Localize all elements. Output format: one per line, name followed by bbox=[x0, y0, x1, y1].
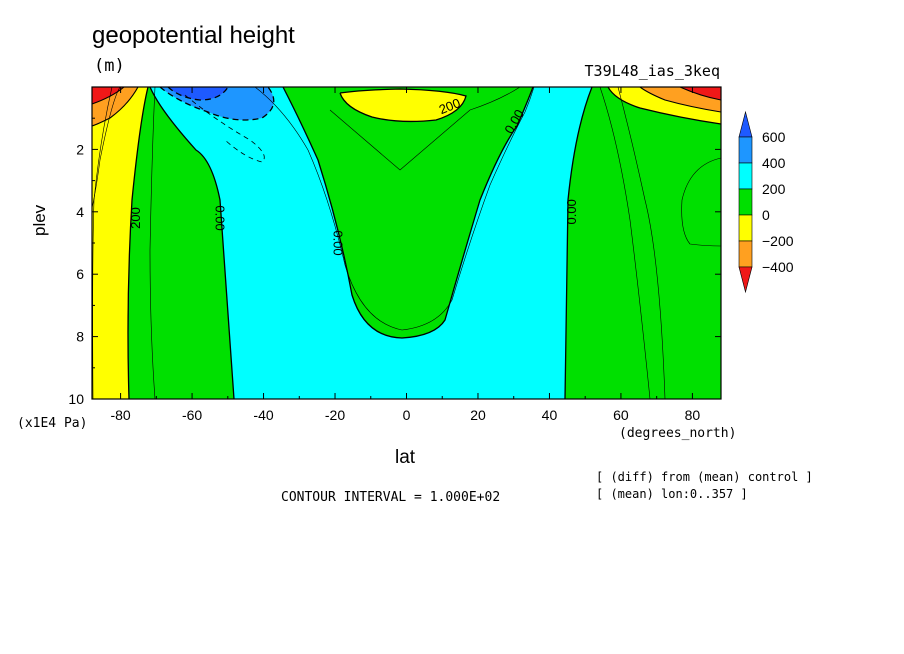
fill-600-south bbox=[92, 87, 124, 104]
colorbar-label: 200 bbox=[762, 181, 786, 197]
colorbar-arrow-top bbox=[738, 110, 753, 138]
contour-thin-n2 bbox=[599, 87, 651, 399]
x-tick-label: -60 bbox=[182, 407, 202, 423]
contour-interval-note: CONTOUR INTERVAL = 1.000E+02 bbox=[281, 490, 501, 505]
contour-label-text: 0.00 bbox=[564, 199, 579, 224]
run-label: T39L48_ias_3keq bbox=[584, 62, 720, 80]
contour-neg-400 bbox=[167, 87, 229, 101]
contour-400-north bbox=[639, 87, 721, 113]
x-axis-units: (degrees_north) bbox=[619, 426, 737, 441]
fill-600-north bbox=[680, 87, 721, 100]
y-axis-units: (x1E4 Pa) bbox=[17, 416, 88, 431]
x-axis: -80 -60 -40 -20 0 20 40 60 80 bbox=[110, 87, 700, 423]
contour-zero-north bbox=[564, 87, 593, 399]
contour-200-equator bbox=[339, 88, 467, 123]
contour-neg-200 bbox=[159, 87, 275, 121]
y-tick-label: 10 bbox=[68, 391, 84, 407]
contour-lines bbox=[92, 87, 721, 399]
contour-zero-south bbox=[149, 87, 235, 399]
chart-units: (m) bbox=[94, 56, 125, 76]
contour-thin-n1 bbox=[617, 87, 666, 399]
chart-title: geopotential height bbox=[92, 22, 295, 49]
contour-thin-n3 bbox=[681, 157, 721, 247]
contour-label-text: 0.00 bbox=[213, 205, 228, 230]
y-tick-label: 8 bbox=[76, 329, 84, 345]
colorbar-swatch bbox=[738, 214, 753, 242]
y-tick-label: 4 bbox=[76, 204, 84, 220]
contour-fill-layer bbox=[92, 87, 721, 399]
x-axis-label: lat bbox=[395, 447, 416, 468]
colorbar-label: −400 bbox=[762, 259, 794, 275]
contour-200-north bbox=[607, 87, 721, 125]
contour-thin-c1 bbox=[254, 87, 535, 331]
colorbar-swatch bbox=[738, 136, 753, 164]
contour-neg-100 bbox=[184, 94, 265, 163]
colorbar-label: 0 bbox=[762, 207, 770, 223]
contour-600-north bbox=[679, 87, 721, 101]
x-tick-label: 20 bbox=[470, 407, 486, 423]
colorbar-swatch bbox=[738, 162, 753, 190]
contour-thin-s2 bbox=[149, 87, 156, 399]
y-axis: 2 4 6 8 10 bbox=[68, 117, 721, 407]
fill-200-equator bbox=[340, 89, 466, 122]
footnote-mean: [ (mean) lon:0..357 ] bbox=[596, 487, 748, 501]
contour-label: 0.00 bbox=[331, 230, 346, 255]
x-tick-label: -80 bbox=[110, 407, 130, 423]
x-tick-label: 60 bbox=[613, 407, 629, 423]
x-tick-label: 0 bbox=[403, 407, 411, 423]
fill-neg-400 bbox=[168, 87, 228, 100]
colorbar-label: 400 bbox=[762, 155, 786, 171]
x-tick-label: -20 bbox=[325, 407, 345, 423]
contour-200-south bbox=[127, 87, 149, 399]
contour-thin-c2 bbox=[329, 87, 521, 171]
colorbar-label: 600 bbox=[762, 129, 786, 145]
colorbar-arrow-bottom bbox=[738, 266, 753, 294]
colorbar: 600 400 200 0 −200 −400 bbox=[738, 110, 794, 294]
contour-label: 0.00 bbox=[213, 205, 228, 230]
contour-label-text: 0.00 bbox=[331, 230, 346, 255]
x-tick-label: 80 bbox=[685, 407, 701, 423]
contour-thin-s3 bbox=[92, 87, 121, 209]
contour-label: 200 bbox=[128, 207, 143, 229]
colorbar-swatch bbox=[738, 240, 753, 268]
fill-200-400-south bbox=[92, 87, 148, 399]
colorbar-swatch bbox=[738, 188, 753, 216]
contour-thin-s1 bbox=[92, 87, 113, 399]
y-tick-label: 6 bbox=[76, 266, 84, 282]
fill-neg-0-200 bbox=[150, 87, 592, 399]
x-tick-label: 40 bbox=[542, 407, 558, 423]
colorbar-label: −200 bbox=[762, 233, 794, 249]
contour-label: 0.00 bbox=[564, 199, 579, 224]
x-tick-label: -40 bbox=[253, 407, 273, 423]
y-tick-label: 2 bbox=[76, 141, 84, 157]
footnote-diff: [ (diff) from (mean) control ] bbox=[596, 470, 813, 484]
contour-zero-center bbox=[282, 87, 534, 339]
contour-400-south bbox=[92, 87, 139, 127]
contour-label-text: 200 bbox=[128, 207, 143, 229]
